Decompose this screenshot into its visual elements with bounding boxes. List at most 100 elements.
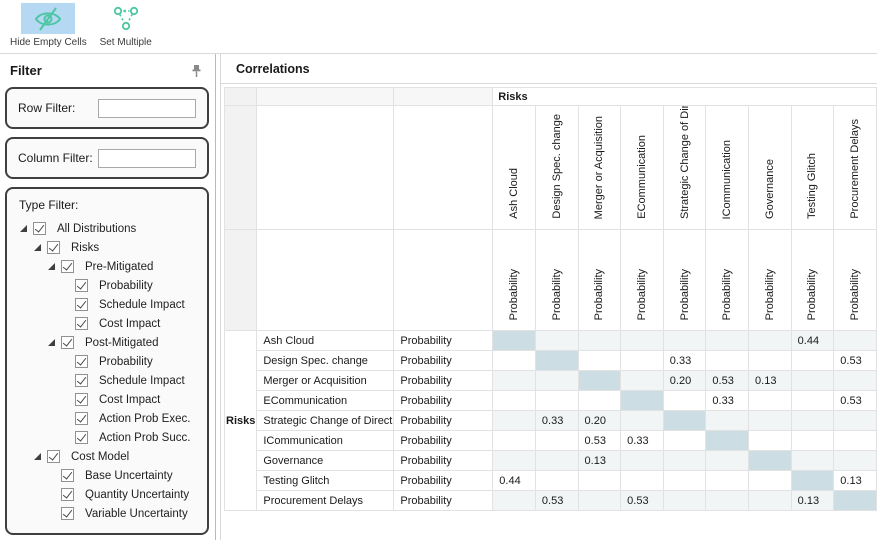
correlation-cell[interactable]: [705, 330, 750, 351]
correlation-cell[interactable]: [534, 470, 579, 491]
correlation-cell[interactable]: 0.44: [492, 470, 536, 491]
tree-item-base-uncertainty[interactable]: Base Uncertainty: [15, 466, 205, 485]
correlation-cell[interactable]: [577, 350, 622, 371]
correlation-cell[interactable]: 0.33: [620, 430, 664, 451]
row-filter-input[interactable]: [98, 98, 196, 118]
correlation-cell[interactable]: 0.13: [748, 370, 792, 391]
tree-item-schedule-impact[interactable]: Schedule Impact: [15, 371, 205, 390]
diagonal-cell[interactable]: [620, 390, 664, 411]
correlation-cell[interactable]: 0.13: [790, 490, 835, 511]
tree-checkbox[interactable]: [47, 241, 60, 254]
tree-checkbox[interactable]: [61, 507, 74, 520]
column-filter-input[interactable]: [98, 148, 196, 168]
tree-item-action-prob-succ-[interactable]: Action Prob Succ.: [15, 428, 205, 447]
correlation-cell[interactable]: 0.44: [790, 330, 835, 351]
tree-item-probability[interactable]: Probability: [15, 276, 205, 295]
diagonal-cell[interactable]: [577, 370, 622, 391]
correlation-cell[interactable]: [492, 350, 536, 371]
correlation-cell[interactable]: [748, 410, 792, 431]
correlation-cell[interactable]: [705, 450, 750, 471]
correlation-cell[interactable]: [748, 390, 792, 411]
tree-checkbox[interactable]: [75, 317, 88, 330]
pin-icon[interactable]: [191, 64, 202, 81]
correlation-cell[interactable]: [748, 350, 792, 371]
correlation-cell[interactable]: [662, 430, 707, 451]
correlation-cell[interactable]: 0.33: [705, 390, 750, 411]
correlation-cell[interactable]: [662, 450, 707, 471]
tree-checkbox[interactable]: [75, 412, 88, 425]
tree-item-action-prob-exec-[interactable]: Action Prob Exec.: [15, 409, 205, 428]
correlation-cell[interactable]: 0.53: [833, 390, 877, 411]
correlation-cell[interactable]: [705, 350, 750, 371]
correlation-cell[interactable]: 0.20: [662, 370, 707, 391]
tree-item-schedule-impact[interactable]: Schedule Impact: [15, 295, 205, 314]
correlation-cell[interactable]: [833, 430, 877, 451]
correlation-cell[interactable]: [492, 450, 536, 471]
diagonal-cell[interactable]: [492, 330, 536, 351]
tree-checkbox[interactable]: [61, 260, 74, 273]
correlation-cell[interactable]: [790, 390, 835, 411]
correlation-cell[interactable]: 0.33: [662, 350, 707, 371]
correlation-cell[interactable]: [705, 470, 750, 491]
tree-checkbox[interactable]: [61, 488, 74, 501]
diagonal-cell[interactable]: [790, 470, 835, 491]
correlation-cell[interactable]: [620, 450, 664, 471]
tree-checkbox[interactable]: [75, 355, 88, 368]
correlation-cell[interactable]: [577, 490, 622, 511]
tree-item-post-mitigated[interactable]: Post-Mitigated: [15, 333, 205, 352]
correlation-cell[interactable]: [577, 330, 622, 351]
tree-item-cost-impact[interactable]: Cost Impact: [15, 390, 205, 409]
correlation-cell[interactable]: [534, 390, 579, 411]
correlation-cell[interactable]: 0.53: [534, 490, 579, 511]
diagonal-cell[interactable]: [705, 430, 750, 451]
correlation-cell[interactable]: [790, 370, 835, 391]
correlation-cell[interactable]: [577, 390, 622, 411]
correlation-cell[interactable]: 0.53: [705, 370, 750, 391]
correlation-cell[interactable]: [662, 390, 707, 411]
tree-checkbox[interactable]: [75, 431, 88, 444]
tree-checkbox[interactable]: [33, 222, 46, 235]
tree-expander-icon[interactable]: [47, 338, 61, 348]
correlation-cell[interactable]: [748, 430, 792, 451]
tree-item-cost-model[interactable]: Cost Model: [15, 447, 205, 466]
correlation-cell[interactable]: [492, 370, 536, 391]
tree-expander-icon[interactable]: [47, 262, 61, 272]
correlation-cell[interactable]: [534, 450, 579, 471]
correlation-cell[interactable]: 0.53: [620, 490, 664, 511]
correlation-cell[interactable]: 0.53: [577, 430, 622, 451]
correlation-cell[interactable]: [534, 330, 579, 351]
correlation-cell[interactable]: [790, 450, 835, 471]
correlation-cell[interactable]: [620, 330, 664, 351]
tree-item-all-distributions[interactable]: All Distributions: [15, 219, 205, 238]
diagonal-cell[interactable]: [534, 350, 579, 371]
correlation-cell[interactable]: [620, 470, 664, 491]
correlation-cell[interactable]: [534, 430, 579, 451]
correlation-cell[interactable]: 0.53: [833, 350, 877, 371]
diagonal-cell[interactable]: [748, 450, 792, 471]
correlation-cell[interactable]: [492, 410, 536, 431]
correlation-cell[interactable]: [833, 370, 877, 391]
correlation-cell[interactable]: [790, 430, 835, 451]
correlation-cell[interactable]: 0.13: [577, 450, 622, 471]
correlation-cell[interactable]: [705, 490, 750, 511]
tree-checkbox[interactable]: [61, 469, 74, 482]
correlation-cell[interactable]: 0.13: [833, 470, 877, 491]
tree-expander-icon[interactable]: [33, 243, 47, 253]
tree-checkbox[interactable]: [75, 279, 88, 292]
tree-item-risks[interactable]: Risks: [15, 238, 205, 257]
correlation-cell[interactable]: [620, 350, 664, 371]
correlation-cell[interactable]: [620, 370, 664, 391]
correlation-cell[interactable]: [620, 410, 664, 431]
correlation-cell[interactable]: 0.33: [534, 410, 579, 431]
tree-checkbox[interactable]: [75, 393, 88, 406]
tree-checkbox[interactable]: [47, 450, 60, 463]
set-multiple-button[interactable]: Set Multiple: [97, 3, 155, 48]
diagonal-cell[interactable]: [662, 410, 707, 431]
correlation-cell[interactable]: [833, 410, 877, 431]
correlation-cell[interactable]: [833, 450, 877, 471]
diagonal-cell[interactable]: [833, 490, 877, 511]
tree-item-variable-uncertainty[interactable]: Variable Uncertainty: [15, 504, 205, 523]
correlation-cell[interactable]: 0.20: [577, 410, 622, 431]
correlation-cell[interactable]: [705, 410, 750, 431]
correlation-cell[interactable]: [662, 330, 707, 351]
